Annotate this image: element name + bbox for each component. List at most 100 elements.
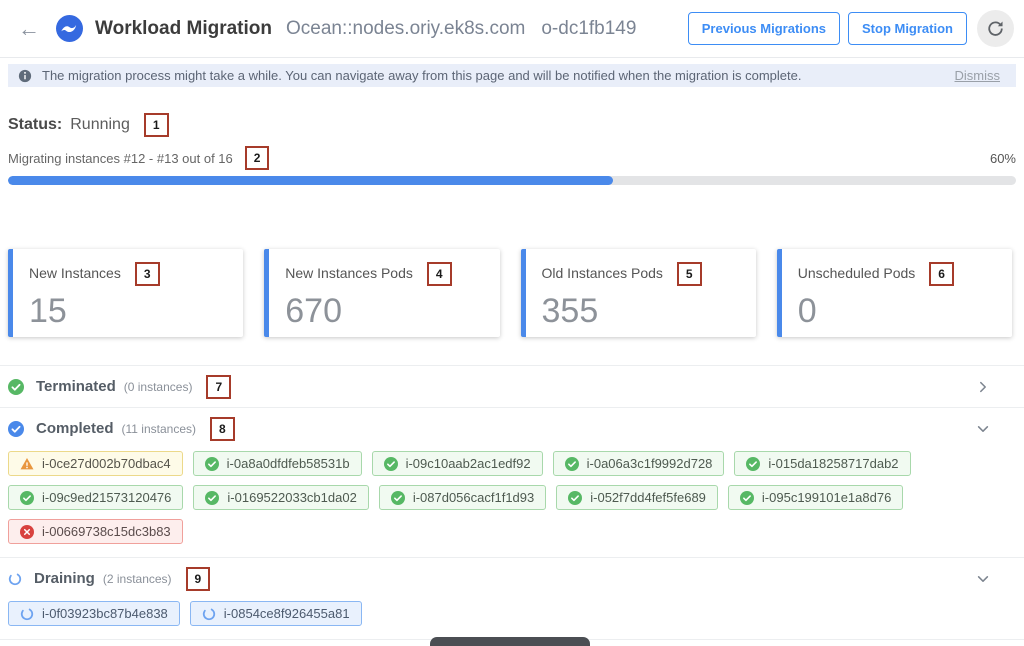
chevron-right-icon[interactable] <box>976 380 990 394</box>
section-count: (11 instances) <box>121 421 196 436</box>
card-value: 670 <box>285 292 342 330</box>
card-label-row: Old Instances Pods 5 <box>542 262 740 286</box>
ocean-logo-icon <box>56 15 83 42</box>
section-title: Draining <box>34 570 95 587</box>
instance-id: i-00669738c15dc3b83 <box>42 524 171 539</box>
instance-id: i-087d056cacf1f1d93 <box>412 490 535 505</box>
chevron-down-icon[interactable] <box>976 572 990 586</box>
warning-status-icon <box>20 457 34 471</box>
success-status-icon <box>390 490 405 505</box>
bottom-popup-cutoff <box>430 637 590 646</box>
som-marker-8: 8 <box>210 416 235 441</box>
progress-text: Migrating instances #12 - #13 out of 16 <box>8 150 233 166</box>
error-status-icon <box>20 524 34 539</box>
card-label: Unscheduled Pods <box>797 265 916 282</box>
instance-chip: i-0a06a3c1f9992d728 <box>552 451 725 476</box>
check-blue-icon <box>8 420 24 437</box>
section-header-draining[interactable]: Draining (2 instances) 9 <box>8 558 1016 599</box>
chip-row-draining: i-0f03923bc87b4e838 i-0854ce8f926455a81 <box>8 599 1016 639</box>
card-label-row: Unscheduled Pods 6 <box>798 262 996 286</box>
info-icon <box>18 69 32 83</box>
instance-id: i-09c9ed21573120476 <box>42 490 172 505</box>
refresh-icon <box>986 19 1005 38</box>
instance-chip: i-0ce27d002b70dbac4 <box>8 451 183 476</box>
instance-id: i-015da18258717dab2 <box>768 456 899 471</box>
instance-chip: i-0f03923bc87b4e838 <box>8 601 180 626</box>
card-value: 355 <box>541 292 599 330</box>
card-label: Old Instances Pods <box>541 265 663 282</box>
instance-id: i-0169522033cb1da02 <box>227 490 357 505</box>
card-label-row: New Instances Pods 4 <box>285 262 483 286</box>
som-marker-3: 3 <box>134 262 160 286</box>
info-banner: The migration process might take a while… <box>8 64 1016 87</box>
instance-chip: i-0169522033cb1da02 <box>193 485 369 510</box>
instance-chip: i-0854ce8f926455a81 <box>189 601 362 626</box>
section-title: Terminated <box>36 378 116 395</box>
instance-chip: i-0a8a0dfdfeb58531b <box>192 451 362 476</box>
cluster-name: Ocean::nodes.oriy.ek8s.com <box>285 17 526 39</box>
section-header-terminated[interactable]: Terminated (0 instances) 7 <box>8 366 1016 407</box>
som-marker-7: 7 <box>206 374 232 399</box>
status-label: Status: <box>8 116 63 133</box>
dismiss-link[interactable]: Dismiss <box>954 68 1001 83</box>
section-count: (2 instances) <box>102 571 172 586</box>
success-status-icon <box>205 490 220 505</box>
summary-card-old-instances-pods: Old Instances Pods 5 355 <box>520 249 756 337</box>
instance-id: i-09c10aab2ac1edf92 <box>405 456 531 471</box>
stop-migration-button[interactable]: Stop Migration <box>848 12 967 45</box>
check-green-icon <box>8 378 24 395</box>
instance-chip: i-015da18258717dab2 <box>734 451 911 476</box>
instance-id: i-0ce27d002b70dbac4 <box>42 456 171 471</box>
instance-chip: i-087d056cacf1f1d93 <box>378 485 547 510</box>
previous-migrations-button[interactable]: Previous Migrations <box>687 12 840 45</box>
success-status-icon <box>568 490 583 505</box>
success-status-icon <box>204 456 219 471</box>
instance-id: i-0854ce8f926455a81 <box>223 606 350 621</box>
page-title: Workload Migration <box>95 17 272 39</box>
instance-chip: i-052f7dd4fef5fe689 <box>556 485 718 510</box>
instance-id: i-052f7dd4fef5fe689 <box>590 490 706 505</box>
progress-bar-fill <box>8 176 613 185</box>
draining-status-icon <box>202 607 216 621</box>
instance-chip: i-09c9ed21573120476 <box>8 485 184 510</box>
card-value: 15 <box>29 292 67 330</box>
instance-chip: i-09c10aab2ac1edf92 <box>371 451 543 476</box>
instance-id: i-0a06a3c1f9992d728 <box>586 456 713 471</box>
instance-id: i-0a8a0dfdfeb58531b <box>226 456 350 471</box>
card-label: New Instances <box>29 265 121 282</box>
som-marker-2: 2 <box>244 146 270 170</box>
back-arrow-icon[interactable]: ← <box>18 15 40 41</box>
som-marker-6: 6 <box>929 262 954 286</box>
success-status-icon <box>746 456 761 471</box>
migration-id: o-dc1fb149 <box>541 17 637 39</box>
status-block: Status: Running 1 Migrating instances #1… <box>8 113 1016 185</box>
progress-percent: 60% <box>989 150 1016 166</box>
instance-sections: Terminated (0 instances) 7 Completed (11 ins… <box>0 365 1024 646</box>
instance-id: i-095c199101e1a8d76 <box>761 490 892 505</box>
card-label-row: New Instances 3 <box>29 262 227 286</box>
section-draining: Draining (2 instances) 9 i-0f03923bc87b4e83… <box>0 557 1024 639</box>
chip-row-completed: i-0ce27d002b70dbac4 i-0a8a0dfdfeb58531b i-… <box>8 449 1016 557</box>
success-status-icon <box>20 490 34 505</box>
som-marker-4: 4 <box>426 262 452 286</box>
som-marker-5: 5 <box>676 262 702 286</box>
som-marker-1: 1 <box>143 113 169 137</box>
instance-id: i-0f03923bc87b4e838 <box>42 606 168 621</box>
section-terminated: Terminated (0 instances) 7 <box>0 365 1024 407</box>
refresh-button[interactable] <box>977 10 1014 47</box>
instance-chip: i-095c199101e1a8d76 <box>727 485 904 510</box>
card-value: 0 <box>797 292 817 330</box>
instance-chip: i-00669738c15dc3b83 <box>8 519 183 544</box>
summary-card-new-instances: New Instances 3 15 <box>8 249 244 337</box>
section-completed: Completed (11 instances) 8 i-0ce27d002b70db… <box>0 407 1024 557</box>
banner-message: The migration process might take a while… <box>42 68 802 83</box>
section-count: (0 instances) <box>123 379 193 394</box>
draining-status-icon <box>20 607 34 621</box>
card-label: New Instances Pods <box>285 265 413 282</box>
success-status-icon <box>739 490 754 505</box>
section-title: Completed <box>36 420 114 437</box>
summary-cards: New Instances 3 15 New Instances Pods 4 670 Ol… <box>8 249 1012 337</box>
section-header-completed[interactable]: Completed (11 instances) 8 <box>8 408 1016 449</box>
summary-card-unscheduled-pods: Unscheduled Pods 6 0 <box>776 249 1012 337</box>
chevron-down-icon[interactable] <box>976 422 990 436</box>
